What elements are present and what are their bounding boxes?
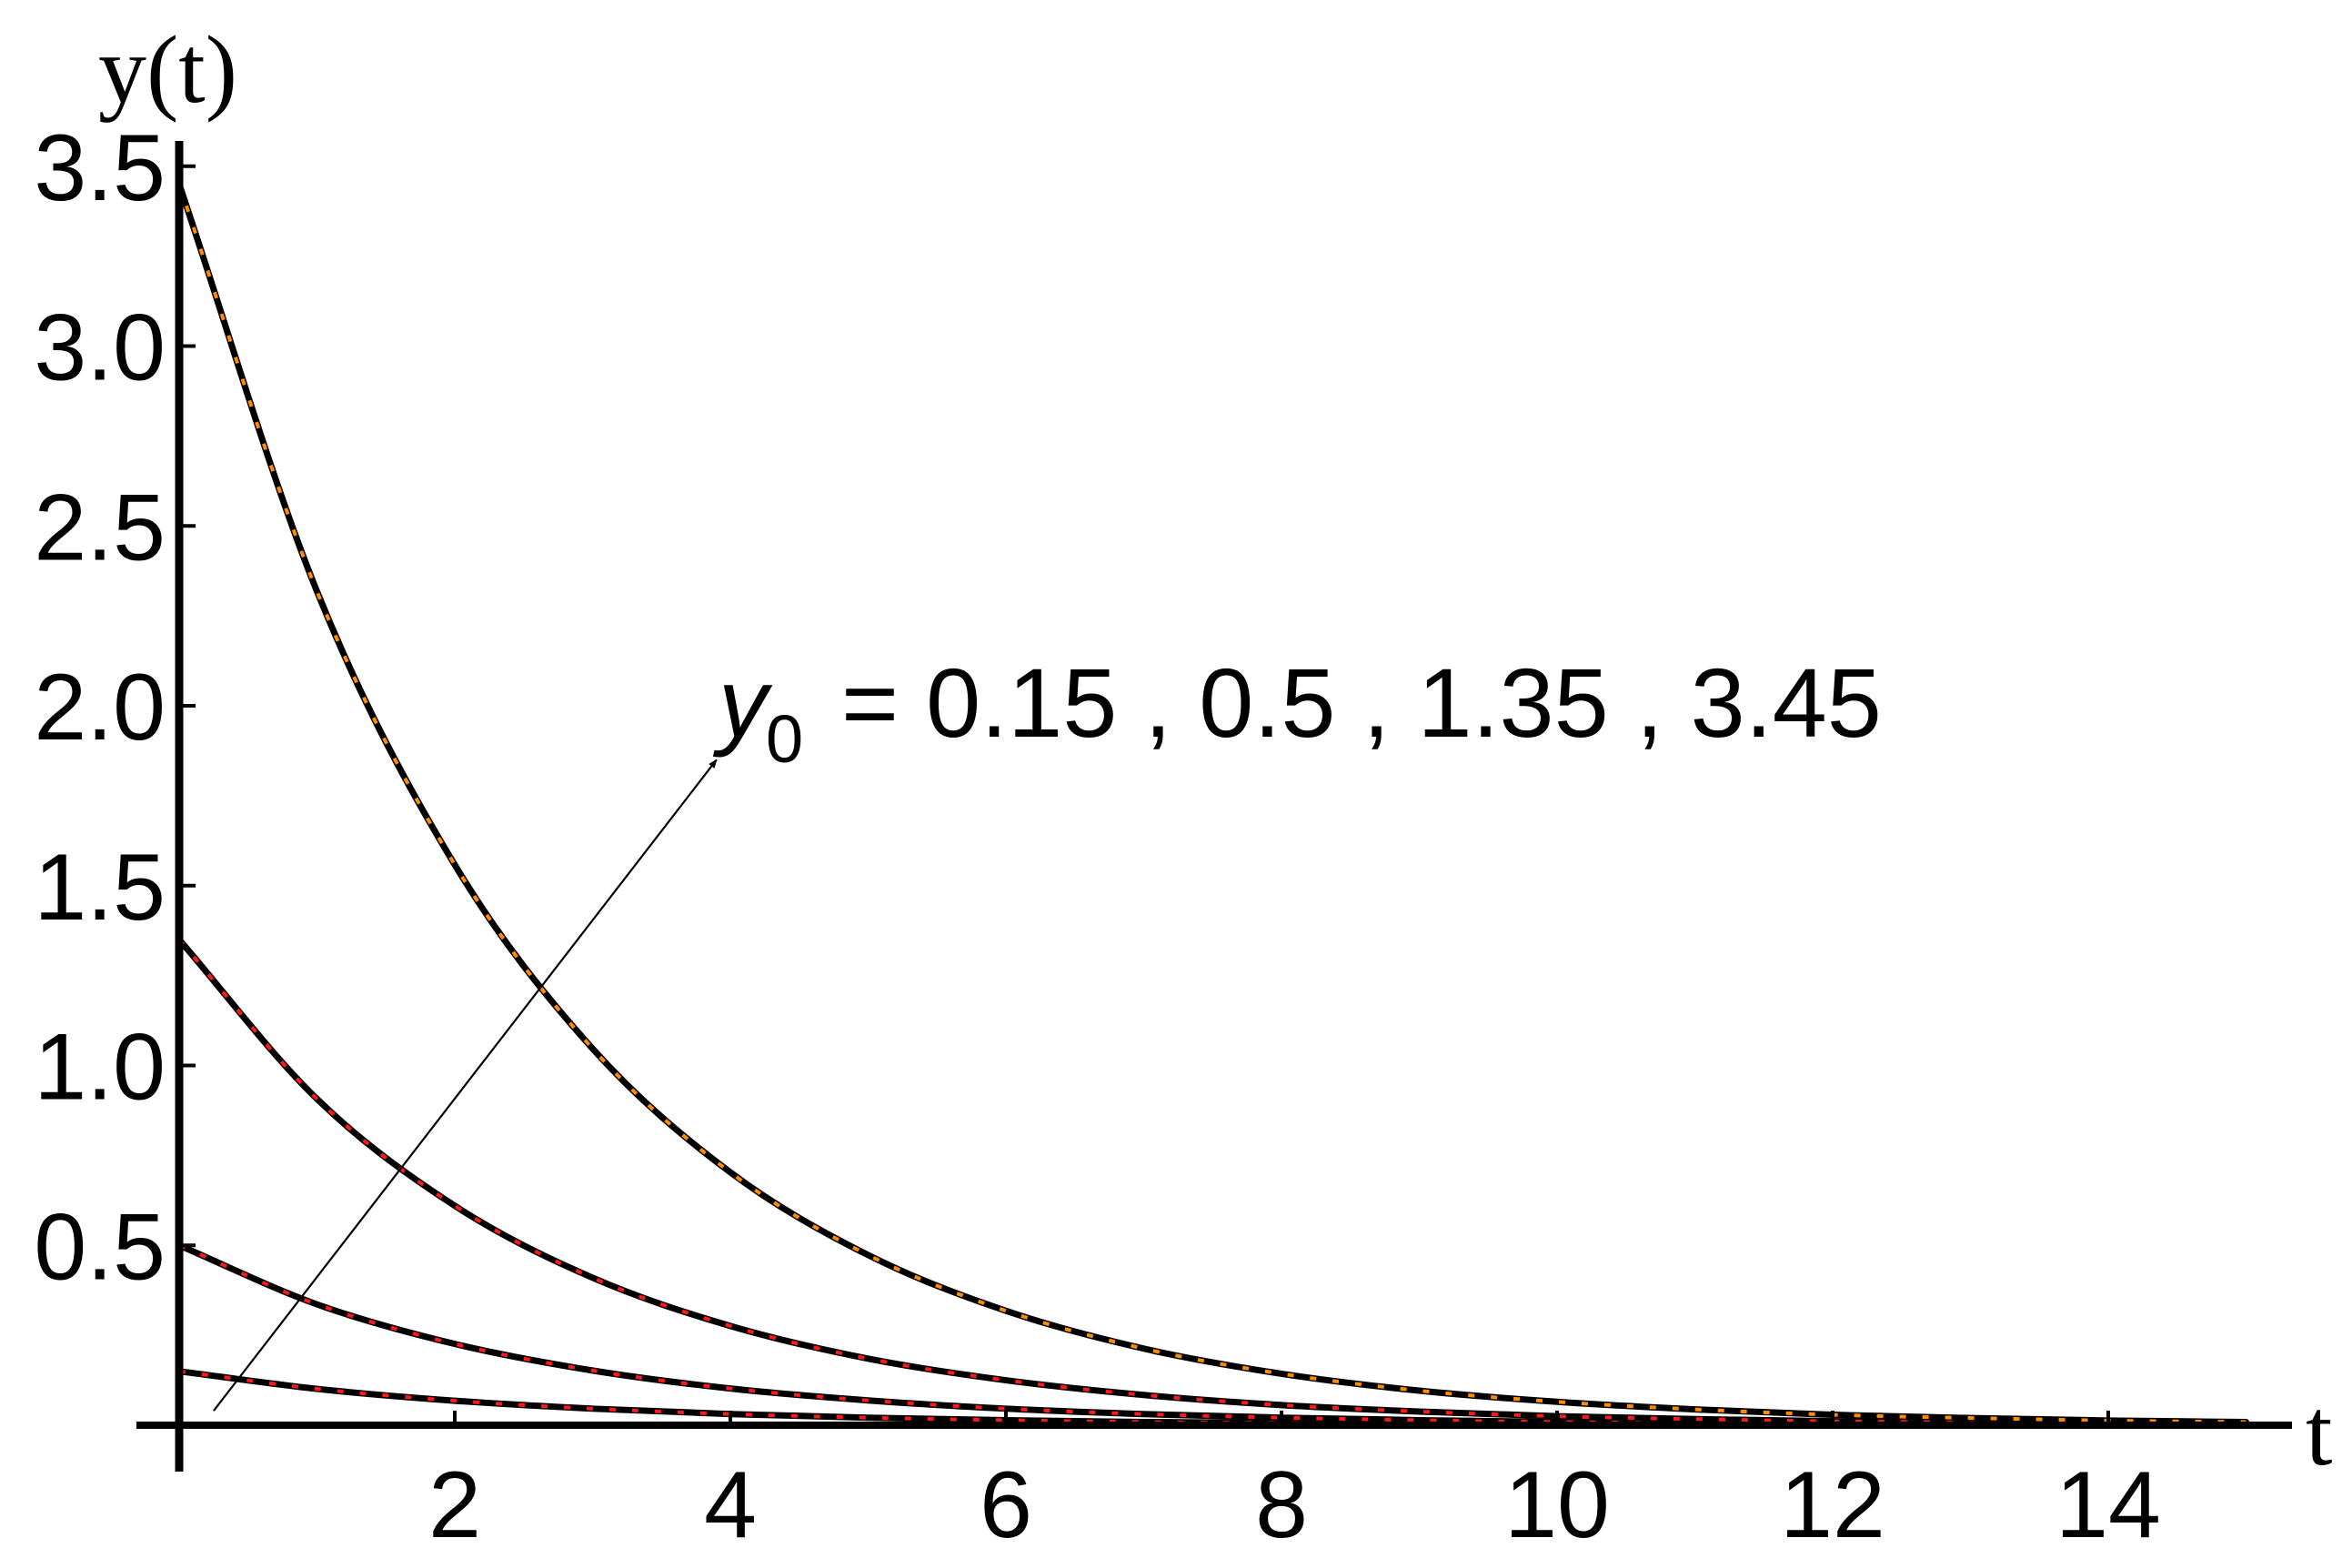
annotation-text: = 0.15 , 0.5 , 1.35 , 3.45 [841, 648, 1882, 758]
x-axis-label: t [2306, 1379, 2332, 1485]
y-tick-label-2: 2.0 [34, 655, 166, 760]
curve-overlay-1 [178, 1369, 2246, 1428]
x-tick-label-12: 12 [1780, 1452, 1885, 1558]
x-tick-label-4: 4 [704, 1452, 757, 1558]
y-tick-label-2.5: 2.5 [34, 475, 166, 580]
axes-layer [136, 141, 2292, 1472]
y-tick-label-1: 1.0 [34, 1015, 166, 1121]
y-tick-label-0.5: 0.5 [34, 1194, 166, 1300]
annotation-arrow [213, 759, 718, 1412]
y-tick-label-1.5: 1.5 [34, 835, 166, 940]
x-tick-label-6: 6 [980, 1452, 1032, 1558]
x-tick-label-2: 2 [428, 1452, 481, 1558]
ticks-layer [179, 164, 2110, 1425]
x-tick-label-8: 8 [1255, 1452, 1308, 1558]
annotation-variable: y [712, 648, 773, 758]
x-tick-label-14: 14 [2055, 1452, 2161, 1558]
labels-layer: 2 4 6 8 10 12 14 0.5 1.0 1.5 2.0 2.5 3.0 3.5y(t) t [34, 16, 2332, 1558]
y-tick-label-3.5: 3.5 [34, 116, 166, 221]
annotation-layer: y0 = 0.15 , 0.5 , 1.35 , 3.45 [213, 648, 1882, 1412]
x-tick-label-10: 10 [1504, 1452, 1610, 1558]
curve-line-4 [176, 181, 2249, 1425]
y-axis-label: y(t) [98, 16, 237, 123]
y-tick-label-3: 3.0 [34, 296, 166, 401]
curves-layer [176, 181, 2249, 1429]
curve-overlay-4 [177, 183, 2246, 1424]
annotation-subscript: 0 [766, 701, 803, 777]
